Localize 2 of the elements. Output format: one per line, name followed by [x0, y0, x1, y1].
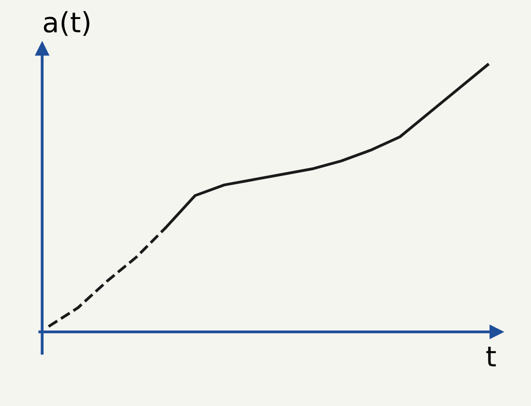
x-axis-title: t — [486, 346, 496, 366]
y-axis-title: a(t) — [44, 11, 90, 36]
